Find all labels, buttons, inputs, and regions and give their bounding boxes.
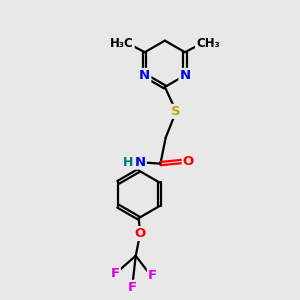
Text: CH₃: CH₃ <box>196 37 220 50</box>
Text: H: H <box>122 156 133 169</box>
Text: N: N <box>179 69 191 82</box>
Text: O: O <box>183 155 194 168</box>
Text: F: F <box>148 268 157 282</box>
Text: H₃C: H₃C <box>110 37 134 50</box>
Text: N: N <box>135 156 146 169</box>
Text: N: N <box>139 69 150 82</box>
Text: S: S <box>171 105 181 118</box>
Text: O: O <box>135 227 146 240</box>
Text: F: F <box>128 281 137 294</box>
Text: F: F <box>111 266 120 280</box>
